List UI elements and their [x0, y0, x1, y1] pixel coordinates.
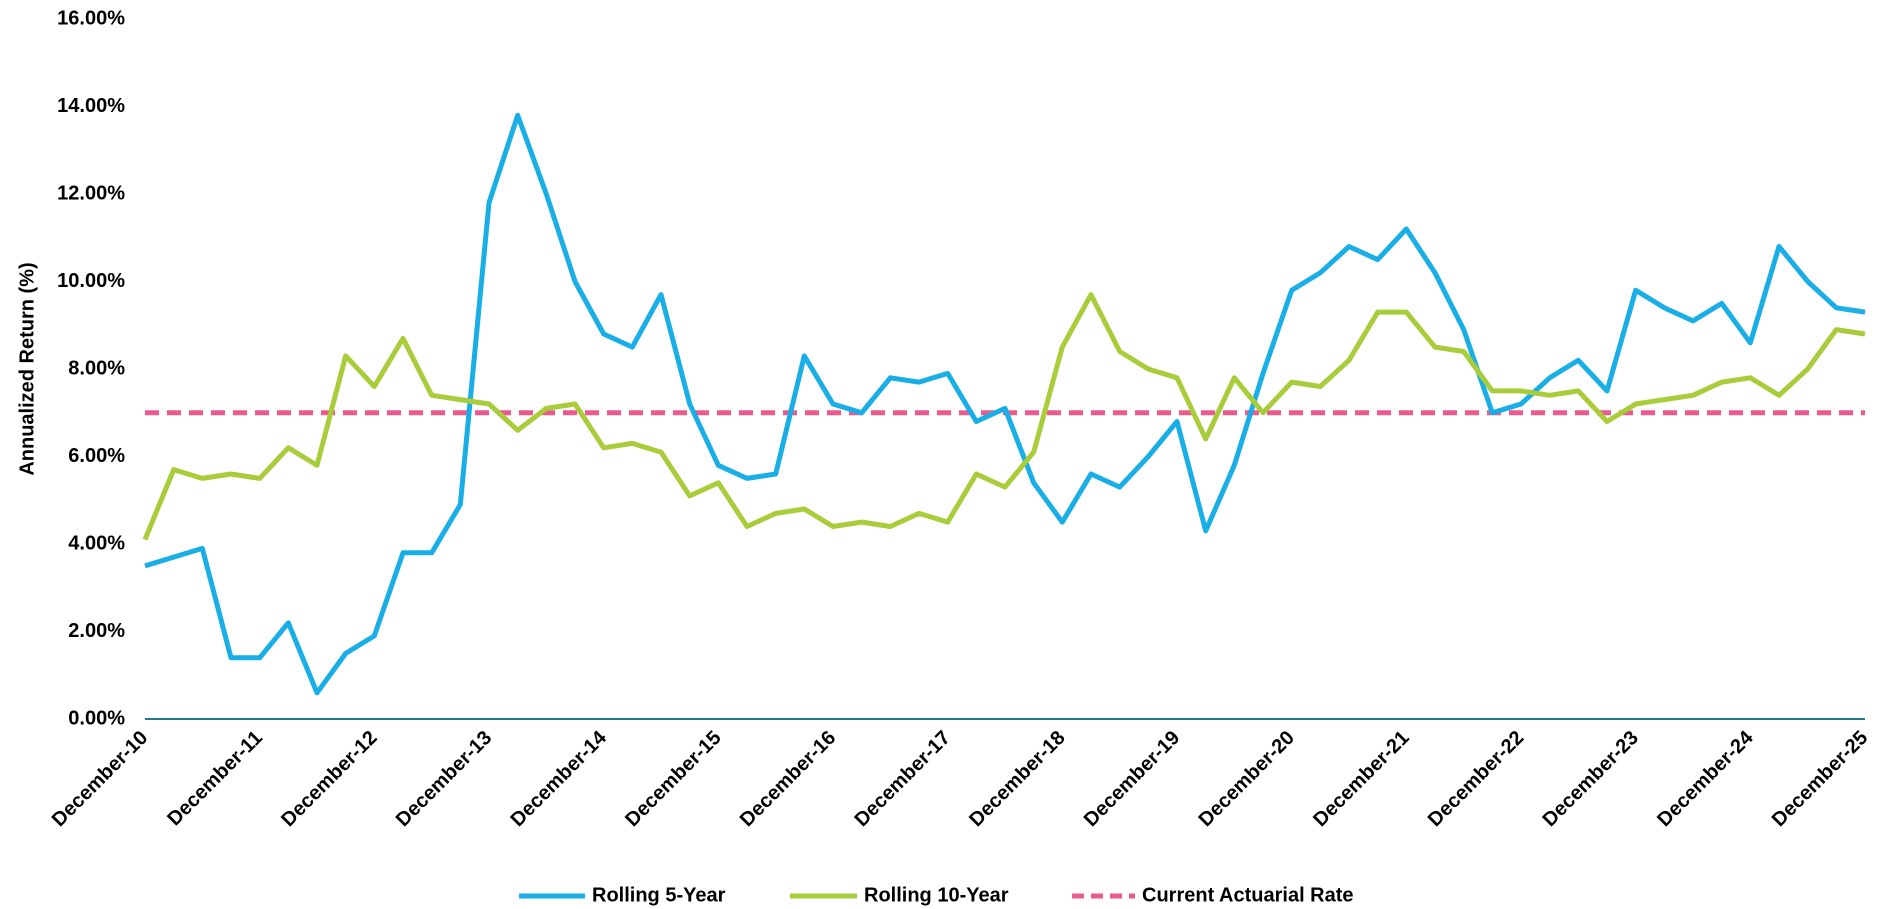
legend-label: Current Actuarial Rate	[1142, 884, 1354, 906]
legend-label: Rolling 10-Year	[864, 884, 1009, 906]
x-tick-label: December-20	[1195, 727, 1299, 831]
x-tick-label: December-16	[736, 727, 840, 831]
x-tick-label: December-13	[392, 727, 496, 831]
series-line	[142, 292, 1866, 541]
y-tick-label: 16.00%	[57, 7, 125, 29]
x-tick-label: December-10	[48, 727, 152, 831]
y-tick-label: 6.00%	[68, 445, 125, 467]
x-tick-label: December-25	[1768, 727, 1872, 831]
y-tick-label: 0.00%	[68, 707, 125, 729]
legend-label: Rolling 5-Year	[592, 884, 726, 906]
x-tick-label: December-21	[1309, 727, 1413, 831]
x-tick-label: December-17	[851, 727, 955, 831]
y-tick-label: 8.00%	[68, 357, 125, 379]
x-tick-label: December-23	[1539, 727, 1643, 831]
series-line	[144, 112, 1866, 696]
x-tick-label: December-18	[965, 727, 1069, 831]
x-tick-label: December-19	[1080, 727, 1184, 831]
x-tick-label: December-11	[163, 727, 267, 831]
x-tick-label: December-15	[621, 727, 725, 831]
x-tick-label: December-14	[507, 726, 612, 831]
y-tick-label: 10.00%	[57, 270, 125, 292]
y-tick-label: 2.00%	[68, 620, 125, 642]
x-tick-label: December-12	[277, 727, 381, 831]
x-tick-label: December-22	[1424, 727, 1528, 831]
x-tick-label: December-24	[1653, 726, 1758, 831]
y-tick-label: 14.00%	[57, 95, 125, 117]
y-tick-label: 4.00%	[68, 532, 125, 554]
y-tick-label: 12.00%	[57, 182, 125, 204]
y-axis-title: Annualized Return (%)	[16, 262, 38, 475]
